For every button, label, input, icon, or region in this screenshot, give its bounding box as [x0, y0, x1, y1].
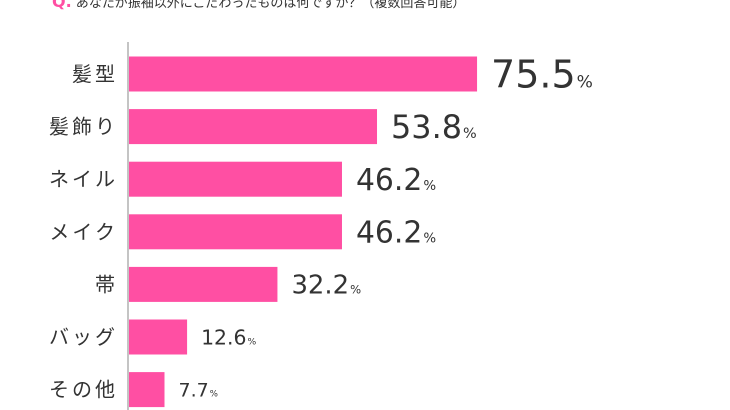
bars-group [129, 56, 478, 408]
value-label: 53.8% [391, 108, 477, 146]
bar [129, 372, 165, 408]
question-header: Q. あなたが振袖以外にこだわったものは何ですか？（複数回答可能） [52, 0, 465, 12]
bar [129, 161, 342, 197]
bar [129, 56, 478, 92]
value-label: 46.2% [356, 216, 436, 251]
category-label: その他 [49, 378, 118, 402]
value-label: 12.6% [201, 325, 256, 349]
value-label: 46.2% [356, 163, 436, 198]
value-labels: 75.5% 53.8% 46.2% 46.2% 32.2% 12.6% 7.7% [178, 53, 592, 402]
question-mark: Q. [52, 0, 72, 11]
bar [129, 266, 278, 302]
value-label: 7.7% [178, 379, 217, 401]
category-label: ネイル [49, 167, 118, 191]
category-label: 髪飾り [49, 115, 118, 139]
question-text: あなたが振袖以外にこだわったものは何ですか？（複数回答可能） [75, 0, 466, 11]
value-label: 32.2% [291, 271, 361, 301]
category-label: バッグ [49, 325, 118, 349]
bar [129, 109, 378, 145]
bar [129, 214, 342, 250]
category-label: メイク [49, 220, 118, 244]
bar [129, 319, 188, 355]
value-label: 75.5% [491, 53, 593, 97]
category-label: 髪型 [72, 62, 118, 86]
category-label: 帯 [95, 272, 118, 296]
